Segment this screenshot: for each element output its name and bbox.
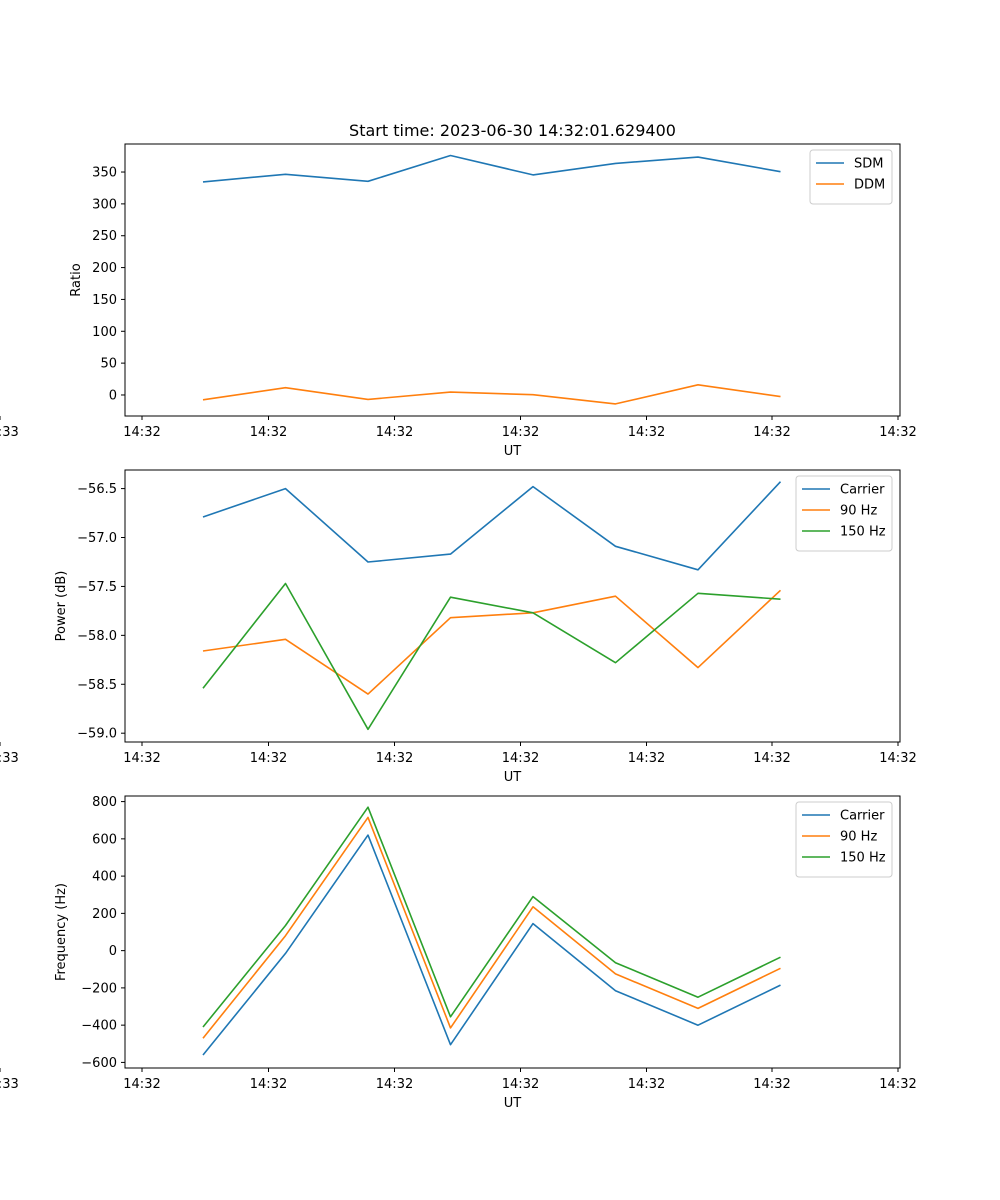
y-tick-label: −57.0 — [77, 531, 117, 546]
chart-panel-2: −59.0 −58.5 −58.0 −57.5 −57.0 −56.5 14:32 14:32… — [0, 469, 917, 785]
legend-entry: 90 Hz — [840, 504, 877, 519]
y-tick-label: −59.0 — [77, 727, 117, 742]
legend-entry: Carrier — [840, 483, 885, 498]
series-line-150-hz — [202, 806, 781, 1028]
x-tick-label: 14:32 — [376, 425, 413, 440]
x-axis-label: UT — [504, 1096, 522, 1111]
y-axis-label: Frequency (Hz) — [54, 883, 69, 981]
plot-area-frame — [124, 469, 901, 743]
x-tick-label: 14:32 — [250, 425, 287, 440]
x-tick-label: 14:32 — [123, 425, 160, 440]
y-tick-label: 350 — [92, 166, 117, 181]
chart-title: Start time: 2023-06-30 14:32:01.629400 — [349, 121, 676, 140]
x-tick-label: 14:32 — [376, 751, 413, 766]
series-line-carrier — [202, 834, 781, 1056]
y-tick-label: 50 — [100, 357, 117, 372]
x-tick-label: 14:33 — [0, 751, 19, 766]
y-tick-label: −600 — [81, 1056, 117, 1071]
x-tick-label: 14:32 — [753, 751, 790, 766]
x-tick-label: 14:33 — [0, 1077, 19, 1092]
y-tick-label: 100 — [92, 325, 117, 340]
x-tick-label: 14:32 — [376, 1077, 413, 1092]
x-tick-label: 14:32 — [879, 1077, 916, 1092]
legend-entry: 150 Hz — [840, 525, 886, 540]
series-line-90-hz — [202, 589, 782, 695]
series-line-carrier — [202, 481, 782, 571]
y-tick-label: −58.5 — [77, 678, 117, 693]
series-line-sdm — [202, 154, 781, 183]
x-tick-label: 14:32 — [879, 751, 916, 766]
y-tick-label: 200 — [92, 261, 117, 276]
y-tick-label: 300 — [92, 197, 117, 212]
x-tick-label: 14:32 — [628, 1077, 665, 1092]
x-axis-label: UT — [504, 444, 522, 459]
x-tick-label: 14:32 — [123, 1077, 160, 1092]
y-tick-label: 150 — [92, 293, 117, 308]
x-tick-label: 14:32 — [250, 751, 287, 766]
y-tick-label: −58.0 — [77, 629, 117, 644]
x-tick-label: 14:32 — [502, 425, 539, 440]
x-tick-label: 14:32 — [753, 1077, 790, 1092]
legend-box — [795, 801, 893, 878]
legend-entry: 150 Hz — [840, 851, 886, 866]
x-tick-label: 14:32 — [250, 1077, 287, 1092]
y-axis-label: Ratio — [69, 263, 84, 296]
series-line-90-hz — [202, 816, 781, 1039]
y-tick-label: 200 — [92, 907, 117, 922]
legend-entry: 90 Hz — [840, 830, 877, 845]
y-axis-label: Power (dB) — [54, 571, 69, 642]
x-tick-label: 14:32 — [123, 751, 160, 766]
y-tick-label: 400 — [92, 870, 117, 885]
plot-area-frame — [124, 795, 901, 1069]
plot-area-frame — [124, 143, 901, 417]
y-tick-label: 800 — [92, 795, 117, 810]
y-tick-label: 0 — [109, 388, 117, 403]
legend-entry: Carrier — [840, 809, 885, 824]
x-tick-label: 14:32 — [502, 1077, 539, 1092]
x-tick-label: 14:32 — [879, 425, 916, 440]
x-tick-label: 14:33 — [0, 425, 19, 440]
x-tick-label: 14:32 — [628, 751, 665, 766]
series-line-ddm — [202, 383, 781, 405]
y-tick-label: −56.5 — [77, 482, 117, 497]
chart-panel-1: 0 50 100 150 200 250 300 350 14:32 14:32 14:32 14:3… — [0, 143, 917, 459]
legend-entry: DDM — [854, 178, 885, 193]
y-tick-label: 600 — [92, 832, 117, 847]
x-axis-label: UT — [504, 770, 522, 785]
legend-entry: SDM — [854, 157, 883, 172]
y-tick-label: 250 — [92, 229, 117, 244]
y-tick-label: −57.5 — [77, 580, 117, 595]
series-line-150-hz — [202, 582, 781, 731]
chart-panel-3: −600 −400 −200 0 200 400 600 800 14:32 14:32 14:32… — [0, 795, 917, 1111]
legend-box — [795, 475, 893, 552]
x-tick-label: 14:32 — [502, 751, 539, 766]
y-tick-label: 0 — [109, 944, 117, 959]
y-tick-label: −400 — [81, 1019, 117, 1034]
y-tick-label: −200 — [81, 981, 117, 996]
x-tick-label: 14:32 — [753, 425, 790, 440]
x-tick-label: 14:32 — [628, 425, 665, 440]
